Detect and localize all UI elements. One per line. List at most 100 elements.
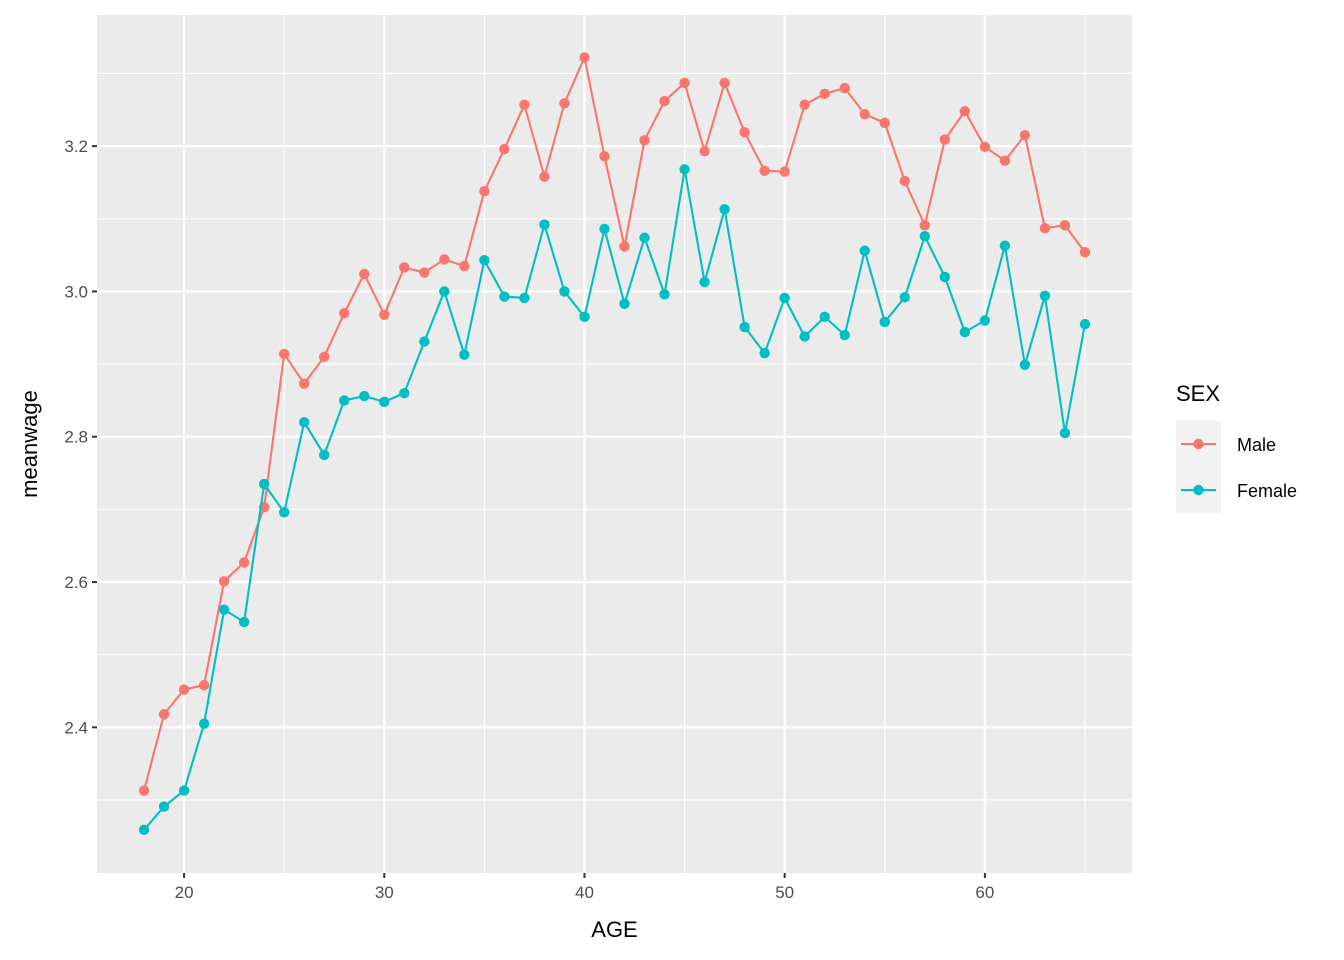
data-point-female xyxy=(699,276,710,288)
y-tick-label: 3.0 xyxy=(64,282,88,301)
data-point-female xyxy=(719,204,730,215)
data-point-female xyxy=(579,311,590,323)
data-point-female xyxy=(278,507,290,518)
data-point-male xyxy=(519,99,530,110)
data-point-male xyxy=(839,82,850,94)
data-point-female xyxy=(1019,359,1031,371)
data-point-male xyxy=(639,135,650,146)
data-point-female xyxy=(899,292,910,303)
data-point-male xyxy=(939,134,951,145)
data-point-male xyxy=(218,576,230,587)
data-point-female xyxy=(879,316,890,328)
data-point-female xyxy=(859,245,870,256)
data-point-female xyxy=(258,478,270,490)
data-point-male xyxy=(1059,220,1071,231)
data-point-female xyxy=(839,329,850,341)
plot-panel xyxy=(97,15,1132,873)
data-point-male xyxy=(278,348,290,360)
minor-gridlines xyxy=(97,15,1132,873)
data-point-female xyxy=(198,718,210,729)
data-point-female xyxy=(339,395,350,406)
data-point-female xyxy=(519,292,530,304)
data-point-male xyxy=(1079,247,1091,258)
data-point-female xyxy=(238,616,250,628)
data-point-female xyxy=(499,291,510,302)
data-point-male xyxy=(459,260,470,272)
data-point-male xyxy=(859,108,870,120)
data-point-male xyxy=(759,165,770,177)
data-point-male xyxy=(719,77,730,89)
legend-title: SEX xyxy=(1176,381,1220,406)
data-point-female xyxy=(659,289,670,300)
data-point-female xyxy=(1059,427,1071,439)
y-axis-title: meanwage xyxy=(17,390,42,498)
legend-key-point xyxy=(1193,484,1204,496)
data-point-female xyxy=(619,298,630,309)
data-point-male xyxy=(339,308,350,319)
data-point-male xyxy=(819,88,830,100)
data-point-male xyxy=(919,220,930,231)
data-point-female xyxy=(459,349,470,360)
data-point-female xyxy=(639,232,650,243)
data-point-male xyxy=(799,99,810,110)
data-point-male xyxy=(539,171,550,182)
data-point-female xyxy=(759,347,770,359)
data-point-female xyxy=(299,417,310,428)
series-layer xyxy=(138,52,1091,835)
data-point-male xyxy=(619,241,630,252)
data-point-male xyxy=(599,151,610,162)
data-point-male xyxy=(479,185,490,197)
data-point-male xyxy=(739,127,750,138)
legend-item-male: Male xyxy=(1181,435,1276,455)
legend-item-female: Female xyxy=(1181,481,1297,501)
data-point-female xyxy=(399,387,410,399)
data-point-female xyxy=(779,292,790,304)
data-point-female xyxy=(319,449,330,461)
data-point-male xyxy=(138,785,150,796)
data-point-female xyxy=(679,164,690,175)
data-point-male xyxy=(178,684,190,695)
series-female xyxy=(138,164,1091,835)
data-point-female xyxy=(559,286,570,297)
data-point-male xyxy=(679,77,690,89)
data-point-male xyxy=(439,254,450,265)
data-point-female xyxy=(419,336,430,347)
data-point-male xyxy=(1039,223,1051,234)
x-tick-label: 40 xyxy=(575,883,594,902)
data-point-female xyxy=(999,240,1011,251)
x-tick-label: 60 xyxy=(975,883,994,902)
data-point-female xyxy=(158,801,170,812)
legend: SEX Male Female xyxy=(1176,381,1297,513)
data-point-female xyxy=(359,390,370,402)
x-tick-label: 50 xyxy=(775,883,794,902)
data-point-female xyxy=(539,219,550,230)
data-point-female xyxy=(439,286,450,297)
data-point-male xyxy=(158,709,170,720)
major-gridlines xyxy=(97,15,1132,873)
data-point-male xyxy=(399,262,410,273)
data-point-female xyxy=(979,315,991,326)
series-line-male xyxy=(143,56,1086,791)
data-point-male xyxy=(779,166,790,177)
data-point-male xyxy=(899,175,910,187)
y-axis: 2.4 2.6 2.8 3.0 3.2 xyxy=(64,137,97,737)
data-point-female xyxy=(819,311,830,323)
data-point-male xyxy=(579,52,590,63)
x-axis: 20 30 40 50 60 xyxy=(175,873,994,902)
data-point-male xyxy=(319,351,330,363)
y-tick-label: 2.6 xyxy=(64,573,88,592)
data-point-female xyxy=(1079,318,1091,330)
legend-key-bg xyxy=(1176,421,1221,513)
data-point-male xyxy=(419,267,430,278)
legend-key-point xyxy=(1193,438,1204,450)
data-point-female xyxy=(178,785,190,796)
data-point-male xyxy=(238,557,250,568)
data-point-male xyxy=(959,106,971,117)
data-point-male xyxy=(379,309,390,320)
legend-label: Female xyxy=(1237,481,1297,501)
data-point-male xyxy=(359,268,370,280)
data-point-male xyxy=(299,378,310,389)
y-tick-label: 2.4 xyxy=(64,718,88,737)
data-point-female xyxy=(479,254,490,266)
